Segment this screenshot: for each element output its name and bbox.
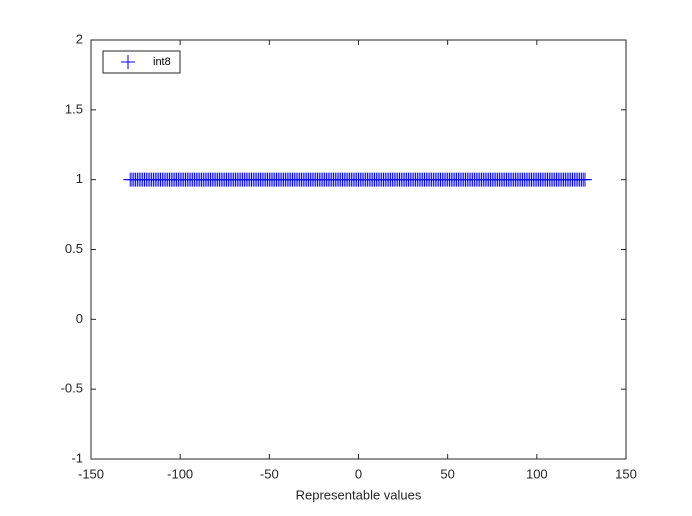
- y-tick-label: 1.5: [65, 101, 83, 116]
- legend-marker: [121, 55, 135, 69]
- x-tick-label: 0: [355, 466, 362, 481]
- x-tick-label: -50: [260, 466, 279, 481]
- y-tick-label: 0.5: [65, 241, 83, 256]
- x-axis-label: Representable values: [296, 487, 422, 502]
- y-tick-label: -0.5: [61, 381, 83, 396]
- plot-frame: [90, 39, 627, 460]
- x-tick-label: 100: [526, 466, 548, 481]
- y-tick-label: 2: [76, 31, 83, 46]
- legend-box: [102, 50, 181, 74]
- x-tick-label: 150: [615, 466, 637, 481]
- x-tick-label: -150: [78, 466, 104, 481]
- y-tick-label: 0: [76, 311, 83, 326]
- y-tick-label: 1: [76, 171, 83, 186]
- x-tick-label: -100: [167, 466, 193, 481]
- x-tick-label: 50: [440, 466, 454, 481]
- marker: [577, 172, 592, 187]
- y-tick-label: -1: [71, 450, 83, 465]
- legend-label: int8: [153, 56, 171, 68]
